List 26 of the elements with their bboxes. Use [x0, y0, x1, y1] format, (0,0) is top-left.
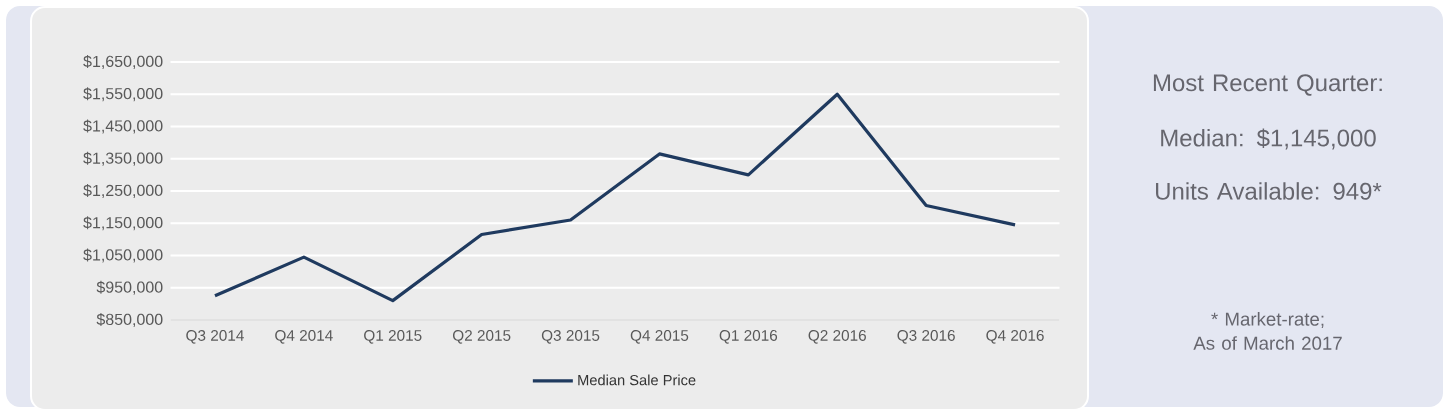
y-tick-label: $1,550,000 — [83, 87, 163, 102]
text: Median: $1,145,000 — [1161, 128, 1376, 150]
x-tick-label: Q3 2014 — [186, 330, 244, 344]
x-tick-label: Q2 2015 — [452, 330, 511, 344]
y-tick-label: $850,000 — [96, 313, 163, 327]
line-series — [213, 92, 1017, 303]
x-tick-label: Q4 2015 — [630, 330, 689, 344]
y-tick-label: $1,150,000 — [83, 216, 163, 231]
text: Most Recent Quarter: — [1153, 74, 1382, 96]
y-tick-label: $950,000 — [96, 280, 163, 295]
x-tick-label: Q3 2016 — [897, 330, 955, 344]
legend-label: Median Sale Price — [578, 374, 696, 386]
y-tick-label: $1,350,000 — [83, 151, 163, 166]
text: Units Available: 949* — [1156, 182, 1382, 200]
x-tick-label: Q4 2014 — [275, 330, 333, 344]
y-tick-label: $1,250,000 — [83, 184, 163, 198]
x-tick-label: Q3 2015 — [541, 330, 600, 344]
x-tick-label: Q1 2016 — [719, 330, 778, 344]
x-tick-label: Q4 2016 — [986, 330, 1044, 344]
y-tick-label: $1,650,000 — [83, 55, 163, 69]
text: As of March 2017 — [1193, 336, 1342, 350]
text: * Market-rate; — [1211, 312, 1324, 328]
x-tick-label: Q2 2016 — [808, 330, 866, 344]
y-tick-label: $1,050,000 — [83, 248, 163, 263]
x-tick-label: Q1 2015 — [364, 330, 422, 344]
y-tick-label: $1,450,000 — [83, 119, 163, 134]
